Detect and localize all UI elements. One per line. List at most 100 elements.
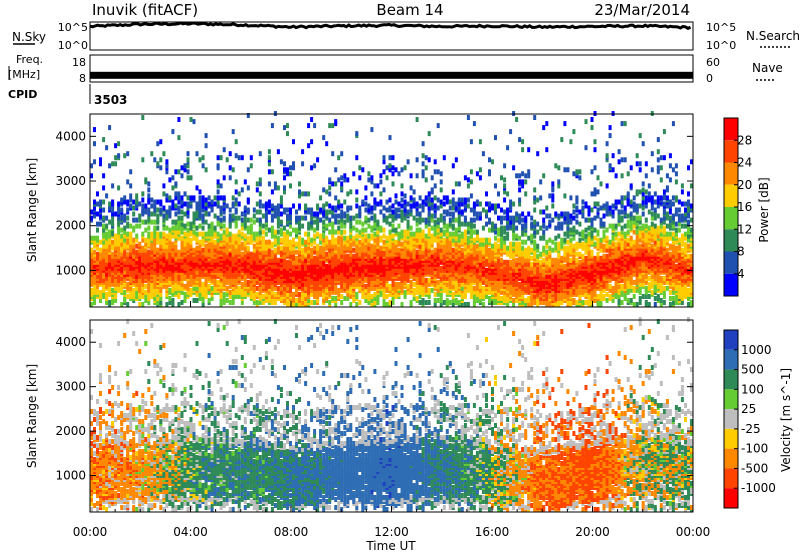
power-cell bbox=[252, 247, 256, 253]
power-cell bbox=[349, 233, 353, 239]
power-cell bbox=[337, 213, 341, 219]
power-cell bbox=[304, 265, 308, 271]
power-cell bbox=[379, 173, 383, 179]
power-cell bbox=[346, 253, 350, 259]
power-cell bbox=[298, 193, 301, 199]
power-cell bbox=[472, 229, 476, 235]
power-cell bbox=[150, 245, 154, 251]
power-cell bbox=[485, 237, 488, 243]
power-cell bbox=[307, 245, 311, 251]
power-cell bbox=[216, 179, 220, 185]
power-cell bbox=[132, 199, 136, 205]
power-cell bbox=[102, 137, 106, 143]
power-cell bbox=[295, 255, 298, 261]
power-cell bbox=[442, 229, 446, 235]
power-cell bbox=[451, 223, 455, 229]
power-cell bbox=[295, 302, 298, 307]
power-cell bbox=[204, 167, 208, 173]
power-cell bbox=[150, 283, 154, 289]
power-cell bbox=[165, 302, 169, 307]
power-cell bbox=[346, 296, 350, 301]
power-cell bbox=[376, 219, 380, 225]
power-cell bbox=[301, 255, 305, 261]
power-cell bbox=[207, 211, 211, 217]
power-cell bbox=[171, 298, 175, 303]
power-cell bbox=[325, 209, 329, 215]
power-cell bbox=[343, 257, 347, 263]
power-cell bbox=[367, 233, 371, 239]
power-cell bbox=[243, 223, 247, 229]
power-cell bbox=[298, 225, 301, 231]
power-cell bbox=[99, 207, 102, 213]
power-cell bbox=[412, 231, 416, 237]
power-cell bbox=[114, 161, 118, 167]
power-cell bbox=[491, 221, 494, 227]
power-cell bbox=[234, 197, 238, 203]
power-cell bbox=[180, 165, 184, 171]
freq-panel: Freq. [MHz] 18 8 60 0 Nave bbox=[8, 53, 783, 85]
power-cell bbox=[126, 221, 130, 227]
power-cell bbox=[322, 241, 326, 247]
power-cell bbox=[298, 235, 301, 241]
power-cell bbox=[313, 233, 317, 239]
power-cell bbox=[180, 241, 184, 247]
power-cell bbox=[307, 191, 311, 197]
power-cell bbox=[261, 283, 265, 289]
power-cell bbox=[331, 296, 335, 301]
power-cell bbox=[198, 223, 202, 229]
power-cell bbox=[509, 199, 513, 205]
power-cell bbox=[147, 181, 151, 187]
power-cell bbox=[240, 281, 244, 287]
power-cell bbox=[503, 183, 507, 189]
power-cell bbox=[153, 289, 157, 295]
power-cell bbox=[93, 283, 96, 289]
power-cell bbox=[180, 235, 184, 241]
power-cell bbox=[159, 231, 163, 237]
power-cell bbox=[491, 203, 494, 209]
power-cell bbox=[283, 225, 286, 231]
power-cell bbox=[310, 211, 314, 217]
power-cell bbox=[198, 296, 202, 301]
power-cell bbox=[216, 163, 220, 169]
power-cell bbox=[186, 163, 190, 169]
power-cell bbox=[189, 203, 193, 209]
power-cell bbox=[162, 237, 166, 243]
power-cell bbox=[436, 205, 440, 211]
power-cell bbox=[397, 247, 401, 253]
power-cell bbox=[340, 245, 344, 251]
power-cell bbox=[301, 161, 305, 167]
power-cell bbox=[252, 287, 256, 293]
power-cell bbox=[322, 209, 326, 215]
power-cell bbox=[231, 195, 235, 201]
power-cell bbox=[472, 285, 476, 291]
power-cell bbox=[478, 175, 482, 181]
power-cell bbox=[168, 177, 172, 183]
power-cell bbox=[283, 167, 286, 173]
power-cell bbox=[141, 287, 145, 293]
power-cell bbox=[192, 298, 196, 303]
power-cell bbox=[234, 189, 238, 195]
power-cell bbox=[90, 209, 93, 215]
power-cell bbox=[472, 237, 476, 243]
power-cell bbox=[400, 203, 404, 209]
power-cell bbox=[325, 251, 329, 257]
power-cell bbox=[198, 201, 202, 207]
power-cell bbox=[99, 239, 102, 245]
power-cell bbox=[349, 205, 353, 211]
power-cell bbox=[385, 175, 389, 181]
power-cell bbox=[114, 298, 118, 303]
power-cell bbox=[144, 203, 148, 209]
power-cell bbox=[255, 209, 259, 215]
power-cell bbox=[325, 245, 329, 251]
power-cell bbox=[117, 185, 121, 191]
power-cell bbox=[376, 183, 380, 189]
power-cell bbox=[370, 191, 374, 197]
power-cell bbox=[370, 127, 374, 133]
power-cell bbox=[472, 217, 476, 223]
power-cell bbox=[454, 298, 458, 303]
power-cell bbox=[234, 215, 238, 221]
power-cell bbox=[222, 209, 226, 215]
power-cell bbox=[424, 155, 428, 161]
power-cell bbox=[373, 291, 377, 297]
power-cell bbox=[500, 215, 503, 221]
